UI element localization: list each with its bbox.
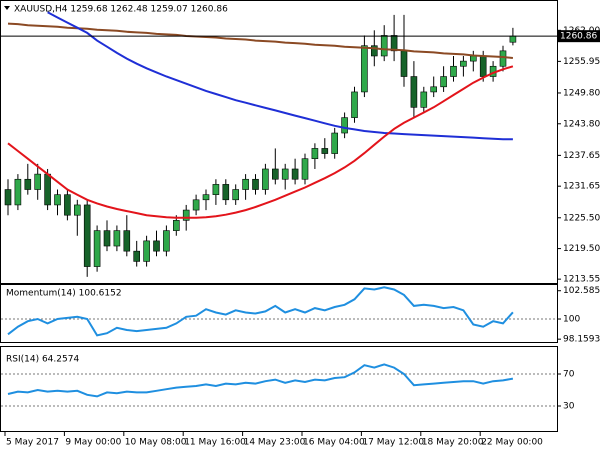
candle-body — [93, 230, 101, 267]
panel-title: RSI(14) 64.2574 — [6, 355, 79, 365]
candle-body — [163, 230, 170, 252]
y-tick-label: 1237.65 — [563, 151, 600, 161]
candle-body — [202, 194, 210, 201]
candle-body — [380, 35, 388, 57]
rsi-panel-frame — [0, 346, 558, 432]
candle-body — [153, 240, 160, 252]
candle-body — [430, 86, 438, 93]
candle-body — [271, 168, 279, 180]
candle-body — [14, 178, 22, 206]
plot-layer: XAUUSD,H4 1259.68 1262.48 1259.07 1260.8… — [1, 5, 600, 448]
candle-body — [212, 184, 220, 195]
candle-body — [321, 148, 329, 154]
x-tick-label: 10 May 08:00 — [125, 438, 187, 448]
y-tick-label: 1225.50 — [563, 213, 600, 223]
panel-title: Momentum(14) 100.6152 — [6, 289, 122, 299]
x-tick-label: 18 May 20:00 — [422, 438, 484, 448]
indicator-line — [7, 363, 514, 398]
candle-body — [64, 194, 71, 216]
candle-body — [301, 158, 309, 180]
candle-body — [370, 45, 378, 57]
y-tick-label: 70 — [563, 370, 575, 380]
x-tick-label: 11 May 16:00 — [184, 438, 246, 448]
y-tick-label: 1249.80 — [563, 88, 600, 98]
moving-average — [47, 11, 513, 141]
candle-body — [252, 178, 259, 190]
last-price-box — [557, 30, 600, 43]
x-tick-label: 16 May 04:00 — [303, 438, 365, 448]
candle-body — [54, 194, 61, 206]
y-tick-label: 1219.50 — [563, 244, 600, 254]
momentum-panel-frame — [0, 284, 558, 343]
y-tick-label: 30 — [563, 402, 575, 412]
y-tick-label: 1231.65 — [563, 182, 600, 192]
candle-body — [479, 55, 487, 77]
candle-body — [499, 50, 507, 67]
candle-body — [262, 168, 269, 190]
candle-body — [4, 189, 12, 206]
candle-body — [469, 55, 477, 62]
candle-body — [291, 168, 299, 180]
candle-body — [192, 199, 200, 211]
moving-average — [7, 65, 514, 219]
candle-body — [44, 173, 51, 206]
candle-body — [143, 240, 150, 262]
candle-body — [509, 35, 517, 43]
candle-body — [242, 178, 249, 190]
candle-body — [331, 132, 339, 154]
x-tick-label: 22 May 00:00 — [481, 438, 543, 448]
candle-body — [281, 168, 289, 180]
y-tick-label: 100 — [563, 315, 580, 325]
candle-body — [400, 50, 408, 77]
candle-body — [232, 189, 239, 201]
x-tick-label: 9 May 00:00 — [65, 438, 121, 448]
y-tick-label: 102.5858 — [563, 286, 600, 296]
candle-body — [390, 35, 398, 52]
y-tick-label: 1255.95 — [563, 57, 600, 67]
title-arrow — [4, 6, 10, 10]
candle-body — [341, 117, 348, 134]
y-tick-label: 98.1593 — [563, 335, 600, 345]
panel-title: XAUUSD,H4 1259.68 1262.48 1259.07 1260.8… — [14, 5, 228, 15]
candle-body — [34, 173, 42, 190]
y-tick-label: 1213.55 — [563, 275, 600, 285]
x-tick-label: 5 May 2017 — [6, 438, 59, 448]
x-tick-label: 14 May 23:00 — [244, 438, 306, 448]
last-price-label: 1260.86 — [560, 32, 597, 42]
candle-body — [83, 204, 91, 267]
candle-body — [460, 60, 467, 67]
indicator-line — [7, 286, 514, 337]
candle-body — [133, 250, 140, 262]
candle-body — [420, 91, 428, 108]
candle-body — [24, 178, 32, 190]
candle-body — [361, 45, 368, 93]
candle-body — [123, 230, 131, 252]
main-panel-frame — [0, 0, 558, 284]
candle-body — [410, 76, 418, 108]
x-tick-label: 17 May 12:00 — [362, 438, 424, 448]
candle-body — [103, 230, 111, 247]
candle-body — [222, 184, 230, 201]
candle-body — [351, 91, 358, 118]
candle-body — [113, 230, 121, 247]
candle-body — [74, 204, 81, 216]
candle-body — [173, 220, 180, 231]
candle-body — [440, 76, 447, 88]
candle-body — [450, 65, 457, 77]
candle-body — [182, 209, 190, 221]
candle-body — [311, 148, 319, 160]
moving-average — [7, 22, 514, 59]
y-tick-label: 1243.80 — [563, 119, 600, 129]
